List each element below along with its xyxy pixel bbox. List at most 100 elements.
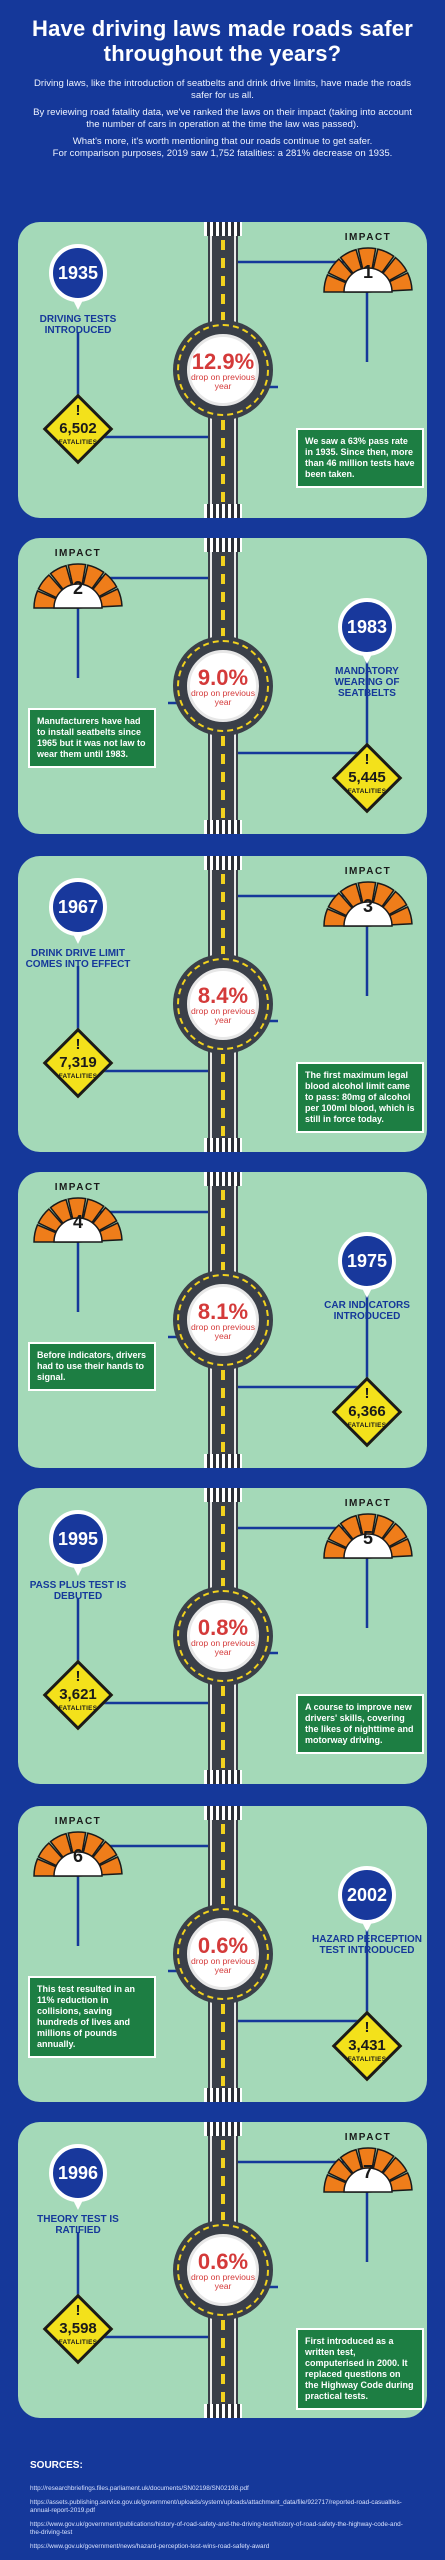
drop-caption: drop on previous year — [190, 2272, 256, 2291]
drop-caption: drop on previous year — [190, 688, 256, 707]
header: Have driving laws made roads safer throu… — [0, 0, 445, 215]
roundabout: 12.9% drop on previous year — [173, 320, 273, 420]
pin-tip — [72, 932, 84, 944]
impact-rank: 4 — [72, 1212, 83, 1232]
law-title: DRINK DRIVE LIMIT COMES INTO EFFECT — [25, 948, 131, 970]
year-label: 1996 — [49, 2144, 107, 2202]
fatalities-count: 5,445 — [348, 769, 386, 786]
fatalities-label: FATALITIES — [347, 2056, 387, 2063]
zebra-crossing — [204, 2122, 242, 2136]
drop-caption: drop on previous year — [190, 1322, 256, 1341]
drop-percentage: 8.1% — [197, 1299, 249, 1324]
pin-tip — [72, 1564, 84, 1576]
fact-note: The first maximum legal blood alcohol li… — [296, 1062, 424, 1133]
gauge-hub — [53, 1217, 103, 1243]
year-pin: 1983 — [338, 598, 396, 664]
gauge-hub — [343, 2167, 393, 2193]
impact-gauge: IMPACT 1 — [318, 232, 418, 296]
gauge-dial — [323, 881, 413, 927]
timeline-panel: 8.4% drop on previous year 1967 DRINK DRIVE… — [18, 856, 427, 1152]
impact-rank: 1 — [362, 262, 373, 282]
intro-paragraph-1: Driving laws, like the introduction of s… — [33, 78, 411, 101]
zebra-crossing — [204, 1770, 242, 1784]
fatalities-count: 7,319 — [59, 1054, 97, 1071]
gauge-dial — [323, 2147, 413, 2193]
roundabout-dashes — [177, 958, 269, 1050]
drop-caption: drop on previous year — [190, 1956, 256, 1975]
timeline-panel: 0.6% drop on previous year 1996 THEORY TEST… — [18, 2122, 427, 2418]
law-title: DRIVING TESTS INTRODUCED — [39, 314, 117, 336]
source-link[interactable]: https://www.gov.uk/government/publicatio… — [30, 2521, 403, 2536]
gauge-hub — [343, 1533, 393, 1559]
timeline-panel: 9.0% drop on previous year 1983 MANDATORY W… — [18, 538, 427, 834]
exclamation-icon: ! — [75, 402, 81, 419]
pin-tip — [72, 298, 84, 310]
gauge-hub — [343, 267, 393, 293]
fact-note: This test resulted in an 11% reduction i… — [28, 1976, 156, 2058]
fact-note: Before indicators, drivers had to use th… — [28, 1342, 156, 1391]
gauge-hub — [343, 901, 393, 927]
gauge-hub — [53, 1851, 103, 1877]
impact-gauge: IMPACT 7 — [318, 2132, 418, 2196]
timeline-panel: 0.6% drop on previous year 2002 HAZARD PERC… — [18, 1806, 427, 2102]
zebra-crossing — [204, 1488, 242, 1502]
drop-badge: 0.8% drop on previous year — [187, 1600, 259, 1672]
law-title: MANDATORY WEARING OF SEATBELTS — [334, 666, 400, 699]
roundabout-dashes — [177, 2224, 269, 2316]
gauge-dial — [33, 1831, 123, 1877]
year-label: 2002 — [338, 1866, 396, 1924]
impact-gauge: IMPACT 6 — [28, 1816, 128, 1880]
roundabout: 8.4% drop on previous year — [173, 954, 273, 1054]
source-link[interactable]: https://www.gov.uk/government/news/hazar… — [30, 2543, 270, 2550]
fact-note: Manufacturers have had to install seatbe… — [28, 708, 156, 768]
law-title: THEORY TEST IS RATIFIED — [37, 2214, 119, 2236]
impact-gauge: IMPACT 3 — [318, 866, 418, 930]
pin-tip — [361, 1920, 373, 1932]
year-pin: 1967 — [49, 878, 107, 944]
gauge-dial — [323, 1513, 413, 1559]
fact-note: We saw a 63% pass rate in 1935. Since th… — [296, 428, 424, 488]
timeline-panel: 12.9% drop on previous year 1935 DRIVING TE… — [18, 222, 427, 518]
drop-percentage: 0.6% — [197, 1933, 249, 1958]
fatalities-label: FATALITIES — [58, 1073, 98, 1080]
impact-label: IMPACT — [344, 2132, 392, 2143]
fatalities-sign: ! 3,431 FATALITIES — [331, 2010, 403, 2082]
timeline-panel: 8.1% drop on previous year 1975 CAR INDICAT… — [18, 1172, 427, 1468]
zebra-crossing — [204, 1172, 242, 1186]
fatalities-label: FATALITIES — [58, 2339, 98, 2346]
exclamation-icon: ! — [364, 751, 370, 768]
gauge-dial — [323, 247, 413, 293]
zebra-crossing — [204, 820, 242, 834]
sources-section: SOURCES: http://researchbriefings.files.… — [30, 2460, 430, 2557]
source-link[interactable]: https://assets.publishing.service.gov.uk… — [30, 2499, 402, 2514]
drop-badge: 0.6% drop on previous year — [187, 1918, 259, 1990]
impact-gauge: IMPACT 2 — [28, 548, 128, 612]
intro-paragraph-2: By reviewing road fatality data, we've r… — [33, 107, 412, 130]
year-label: 1967 — [49, 878, 107, 936]
sources-title: SOURCES: — [30, 2460, 83, 2471]
drop-percentage: 9.0% — [197, 665, 249, 690]
exclamation-icon: ! — [364, 2019, 370, 2036]
impact-label: IMPACT — [54, 1182, 102, 1193]
impact-label: IMPACT — [344, 1498, 392, 1509]
impact-rank: 3 — [362, 896, 373, 916]
impact-label: IMPACT — [344, 866, 392, 877]
roundabout-dashes — [177, 640, 269, 732]
fatalities-count: 6,502 — [59, 420, 97, 437]
zebra-crossing — [204, 2404, 242, 2418]
year-pin: 1975 — [338, 1232, 396, 1298]
drop-percentage: 12.9% — [191, 349, 255, 374]
impact-label: IMPACT — [344, 232, 392, 243]
roundabout: 9.0% drop on previous year — [173, 636, 273, 736]
pin-tip — [72, 2198, 84, 2210]
fatalities-sign: ! 7,319 FATALITIES — [42, 1027, 114, 1099]
gauge-hub — [53, 583, 103, 609]
fatalities-sign: ! 3,621 FATALITIES — [42, 1659, 114, 1731]
impact-rank: 2 — [72, 578, 83, 598]
fatalities-count: 3,621 — [59, 1686, 97, 1703]
source-link[interactable]: http://researchbriefings.files.parliamen… — [30, 2485, 249, 2492]
zebra-crossing — [204, 1138, 242, 1152]
law-title: CAR INDICATORS INTRODUCED — [324, 1300, 410, 1322]
fatalities-label: FATALITIES — [58, 439, 98, 446]
